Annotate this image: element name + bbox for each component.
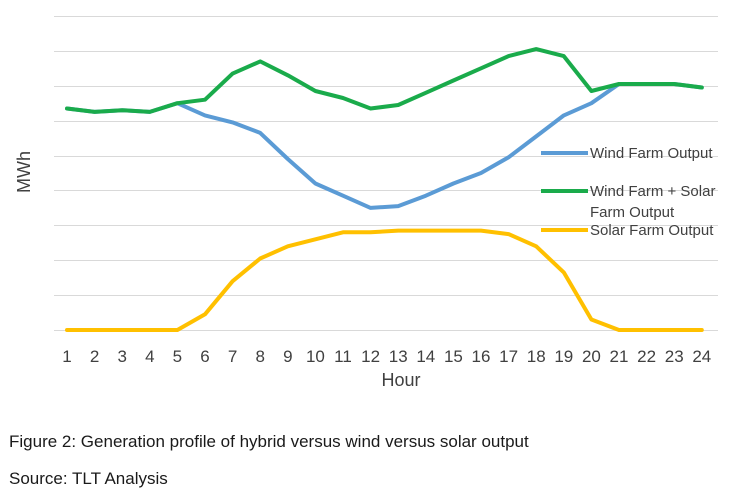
legend-label-wind: Wind Farm Output (590, 145, 713, 162)
series-line-hybrid (65, 47, 704, 114)
line-chart: 1 2 3 4 5 6 7 8 9 10 11 12 13 14 15 16 17 18 19 20 21 22 23 24 … (14, 16, 718, 390)
series-line-solar (65, 228, 704, 332)
x-tick-label: 11 (334, 347, 352, 366)
x-tick-label: 24 (692, 347, 711, 366)
x-tick-label: 16 (472, 347, 491, 366)
x-tick-label: 3 (117, 347, 126, 366)
x-tick-label: 18 (527, 347, 546, 366)
x-tick-label: 15 (444, 347, 463, 366)
x-axis-title: Hour (381, 370, 420, 390)
y-axis-title: MWh (14, 151, 34, 193)
x-tick-label: 12 (361, 347, 380, 366)
x-tick-label: 21 (610, 347, 629, 366)
gridlines (54, 16, 718, 331)
x-tick-label: 23 (665, 347, 684, 366)
x-tick-label: 19 (554, 347, 573, 366)
legend-label-hybrid-line1: Wind Farm + Solar (590, 183, 715, 200)
legend: Wind Farm Output Wind Farm + Solar Farm … (541, 145, 715, 239)
x-tick-label: 22 (637, 347, 656, 366)
x-tick-label: 4 (145, 347, 154, 366)
x-tick-label: 13 (389, 347, 408, 366)
figure-caption: Figure 2: Generation profile of hybrid v… (9, 432, 529, 451)
x-tick-label: 1 (62, 347, 71, 366)
x-tick-label: 5 (173, 347, 182, 366)
legend-label-solar: Solar Farm Output (590, 222, 714, 239)
x-tick-label: 17 (499, 347, 518, 366)
legend-label-hybrid-line2: Farm Output (590, 204, 675, 221)
series-lines (65, 47, 704, 332)
x-tick-label: 6 (200, 347, 209, 366)
x-tick-label: 7 (228, 347, 237, 366)
x-tick-label: 14 (416, 347, 435, 366)
x-axis-tick-labels: 1 2 3 4 5 6 7 8 9 10 11 12 13 14 15 16 17 18 19 20 21 22 23 24 (62, 347, 711, 366)
x-tick-label: 2 (90, 347, 99, 366)
x-tick-label: 8 (255, 347, 264, 366)
x-tick-label: 9 (283, 347, 292, 366)
x-tick-label: 20 (582, 347, 601, 366)
source-note: Source: TLT Analysis (9, 469, 168, 488)
x-tick-label: 10 (306, 347, 325, 366)
